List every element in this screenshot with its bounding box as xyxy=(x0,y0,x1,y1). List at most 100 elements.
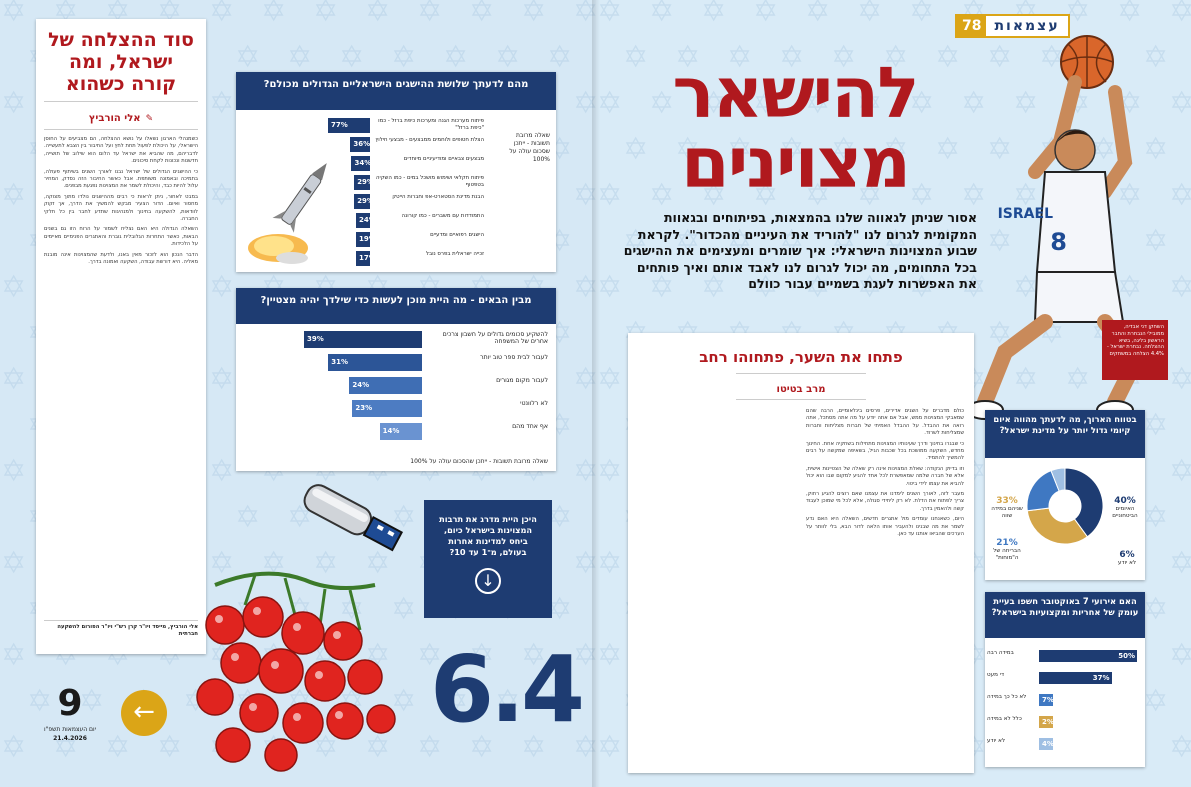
pie-label: 21% הבריחה של ה"מוחות" xyxy=(989,538,1025,562)
star-of-david-icon xyxy=(599,0,620,22)
star-of-david-icon xyxy=(599,734,620,758)
star-of-david-icon xyxy=(1145,504,1166,528)
star-of-david-icon xyxy=(549,596,570,620)
usb-drive-illustration xyxy=(303,484,404,552)
achievements-label: מבצעים צבאיים ומודיעיניים מיוחדים xyxy=(403,156,484,162)
achievements-bar-chart: פיתוח מערכות הגנה ומערכות כיפת ברזל - כמ… xyxy=(236,112,556,272)
star-of-david-icon xyxy=(211,0,232,22)
section-label: עצמאות xyxy=(994,18,1060,34)
star-of-david-icon xyxy=(599,550,620,574)
article-author-row: מרב בטיטו xyxy=(736,373,866,400)
pie-slice xyxy=(1050,467,1066,492)
pie-label-text: שניהם במידה שווה xyxy=(991,506,1023,519)
achievements-label: הצלת חטופים ולוחמים ממבצעים - מבצעי חילו… xyxy=(375,137,484,143)
star-of-david-icon xyxy=(3,550,24,574)
achievements-bar: 34% xyxy=(351,156,371,171)
rocket-illustration xyxy=(248,163,327,264)
excellence-bar: 39% xyxy=(304,331,422,348)
achievements-label: הישגים רפואיים ומדעיים xyxy=(430,232,484,238)
excellence-bar: 14% xyxy=(379,423,422,440)
column-paragraph: השאלה הגדולה היא האם נצליח לשמור על הרוח… xyxy=(44,226,198,248)
achievements-bar: 24% xyxy=(356,213,376,228)
column-body: כשמנהלי הארגון נשאלו על נושא ההצלחה, הם … xyxy=(44,136,198,616)
excellence-bar: 24% xyxy=(349,377,422,394)
column-article: סוד ההצלחה של ישראל, ומה קורה כשהוא נסדק… xyxy=(36,19,206,654)
pie-label-value: 21% xyxy=(996,538,1018,548)
pie-label-value: 6% xyxy=(1119,550,1135,560)
pie-label: 33% שניהם במידה שווה xyxy=(989,496,1025,520)
star-of-david-icon xyxy=(599,458,620,482)
column-author-row: ✎ אלי הורביץ xyxy=(44,101,198,130)
star-of-david-icon xyxy=(3,0,24,22)
pie-label-text: לא יודע xyxy=(1117,560,1137,566)
pie-slice xyxy=(1026,507,1089,545)
achievements-chart-title: מהם לדעתך שלושת ההישגים הישראליים הגדולי… xyxy=(236,72,556,110)
excellence-label: להשקיע סכומים גדולים על חשבון צרכים אחרי… xyxy=(442,331,548,345)
star-of-david-icon xyxy=(211,366,232,390)
star-of-david-icon xyxy=(1119,0,1140,22)
threat-pie-chart xyxy=(1026,467,1104,545)
column-paragraph: כי ההישגים הגדולים של ישראל נבנו לאורך ה… xyxy=(44,168,198,190)
october-bar: 2% xyxy=(1039,716,1054,728)
column-headline: סוד ההצלחה של ישראל, ומה קורה כשהוא נסדק xyxy=(48,29,194,95)
main-article: פתחו את השער, פתחוהו רחב מרב בטיטו כולם … xyxy=(628,333,974,773)
star-of-david-icon xyxy=(549,44,570,68)
star-of-david-icon xyxy=(599,274,620,298)
star-of-david-icon xyxy=(3,734,24,758)
star-of-david-icon xyxy=(471,0,492,22)
article-paragraph: מעבר לזה, לאורך השנים לימדנו את עצמנו שא… xyxy=(806,491,964,512)
excellence-label: לעבור מקום מגורים xyxy=(496,377,548,384)
star-of-david-icon xyxy=(1171,182,1191,206)
basketball-player-illustration: ISRAEL 8 xyxy=(966,35,1145,420)
photo-caption-box: השחקן דני אבדיה, ממובילי הנבחרת והחבר הר… xyxy=(1102,320,1168,380)
excellence-bar: 23% xyxy=(352,400,422,417)
october-label: די מעט xyxy=(987,672,1005,678)
player-jersey-text: ISRAEL xyxy=(998,206,1053,222)
october-bar: 50% xyxy=(1039,650,1137,662)
column-paragraph: כשמנהלי הארגון נשאלו על נושא ההצלחה, הם … xyxy=(44,136,198,165)
star-of-david-icon xyxy=(289,44,310,68)
star-of-david-icon xyxy=(393,44,414,68)
article-title: פתחו את השער, פתחוהו רחב xyxy=(699,348,903,366)
star-of-david-icon xyxy=(1171,90,1191,114)
tomatoes-illustration xyxy=(196,571,396,772)
article-author: מרב בטיטו xyxy=(776,384,826,395)
section-number: 78 xyxy=(957,16,987,36)
star-of-david-icon xyxy=(807,0,828,22)
threat-chart-card: בטווח הארוך, מה לדעתך מהווה איום קיומי ג… xyxy=(985,410,1145,580)
star-of-david-icon xyxy=(651,0,672,22)
star-of-david-icon xyxy=(1171,274,1191,298)
page-footer-line2: 21.4.2026 xyxy=(53,735,87,742)
star-of-david-icon xyxy=(3,366,24,390)
column-paragraph: הדבר הנכון הוא לזכור מאין באנו, ולדעת שה… xyxy=(44,251,198,266)
main-subhead: אסור שניתן לגאווה שלנו בהמצאות, בפיתוחים… xyxy=(623,210,977,291)
column-footer: אלי הורביץ, מייסד ויו"ר קרן רש"י ויו"ר ה… xyxy=(44,620,198,638)
achievements-label: זכייה ישראלית בפרס נובל xyxy=(425,251,484,257)
star-of-david-icon xyxy=(703,0,724,22)
achievements-bar: 29% xyxy=(354,194,374,209)
pie-label-value: 40% xyxy=(1114,496,1136,506)
star-of-david-icon xyxy=(107,734,128,758)
player-number-text: 8 xyxy=(1050,228,1067,256)
arrow-left-icon[interactable]: ← xyxy=(121,690,167,736)
article-paragraph: כי שבגרו בחינוך ודרך שעינותיו המצוינות מ… xyxy=(806,440,964,462)
star-of-david-icon xyxy=(1145,596,1166,620)
star-of-david-icon xyxy=(549,504,570,528)
star-of-david-icon xyxy=(755,0,776,22)
star-of-david-icon xyxy=(1067,0,1088,22)
achievements-bar: 19% xyxy=(356,232,376,247)
article-paragraph: היום, כשאנחנו עומדים מול אתגרים חדשים, ה… xyxy=(806,516,964,538)
october-label: לא כל כך במידה xyxy=(987,694,1027,700)
pie-label-value: 33% xyxy=(996,496,1018,506)
excellence-label: לא רלוונטי xyxy=(520,400,548,407)
october-bar: 7% xyxy=(1039,694,1054,706)
main-headline: להישאר מצוינים xyxy=(672,52,919,204)
pie-label: 6% לא יודע xyxy=(1109,550,1145,567)
pie-label-text: הבריחה של ה"מוחות" xyxy=(993,548,1021,561)
star-of-david-icon xyxy=(237,44,258,68)
star-of-david-icon xyxy=(1171,642,1191,666)
achievements-bar: 17% xyxy=(356,251,376,266)
achievements-label: פיתוח חקלאי ושימוש מושכל במים - כמו השקי… xyxy=(375,175,484,188)
star-of-david-icon xyxy=(523,0,544,22)
pie-slice xyxy=(1064,467,1104,538)
